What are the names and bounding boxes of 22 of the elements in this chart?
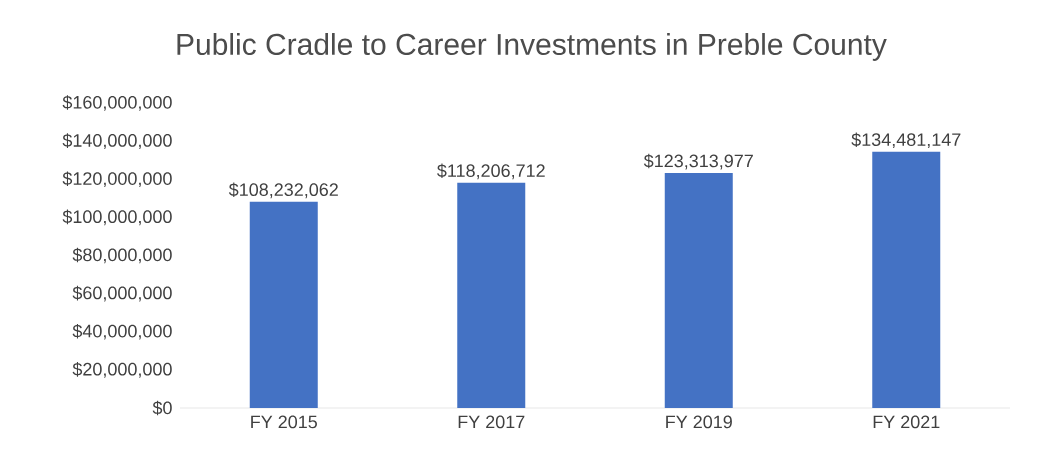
y-tick-label: $80,000,000 [72,247,172,264]
data-label: $123,313,977 [643,153,753,170]
y-tick-label: $20,000,000 [72,362,172,378]
bar [664,172,733,408]
x-tick-label: FY 2019 [666,415,732,429]
x-tick-label: FY 2015 [251,415,317,429]
y-tick-label: $60,000,000 [72,285,172,302]
y-tick-label: $120,000,000 [62,171,172,188]
y-tick-label: $40,000,000 [72,323,172,340]
x-tick-label: FY 2017 [458,415,525,429]
data-label: $134,481,147 [851,132,961,149]
chart-title: Public Cradle to Career Investments in Preble County [177,33,887,61]
data-label: $108,232,062 [228,182,338,199]
bar [872,151,941,408]
y-tick-label: $0 [152,400,172,416]
bar [249,201,318,408]
data-label: $118,206,712 [437,163,545,180]
y-tick-label: $140,000,000 [62,133,172,149]
y-tick-label: $160,000,000 [62,95,172,111]
bar [457,182,526,408]
y-tick-label: $100,000,000 [62,209,172,226]
x-tick-label: FY 2021 [873,415,940,429]
